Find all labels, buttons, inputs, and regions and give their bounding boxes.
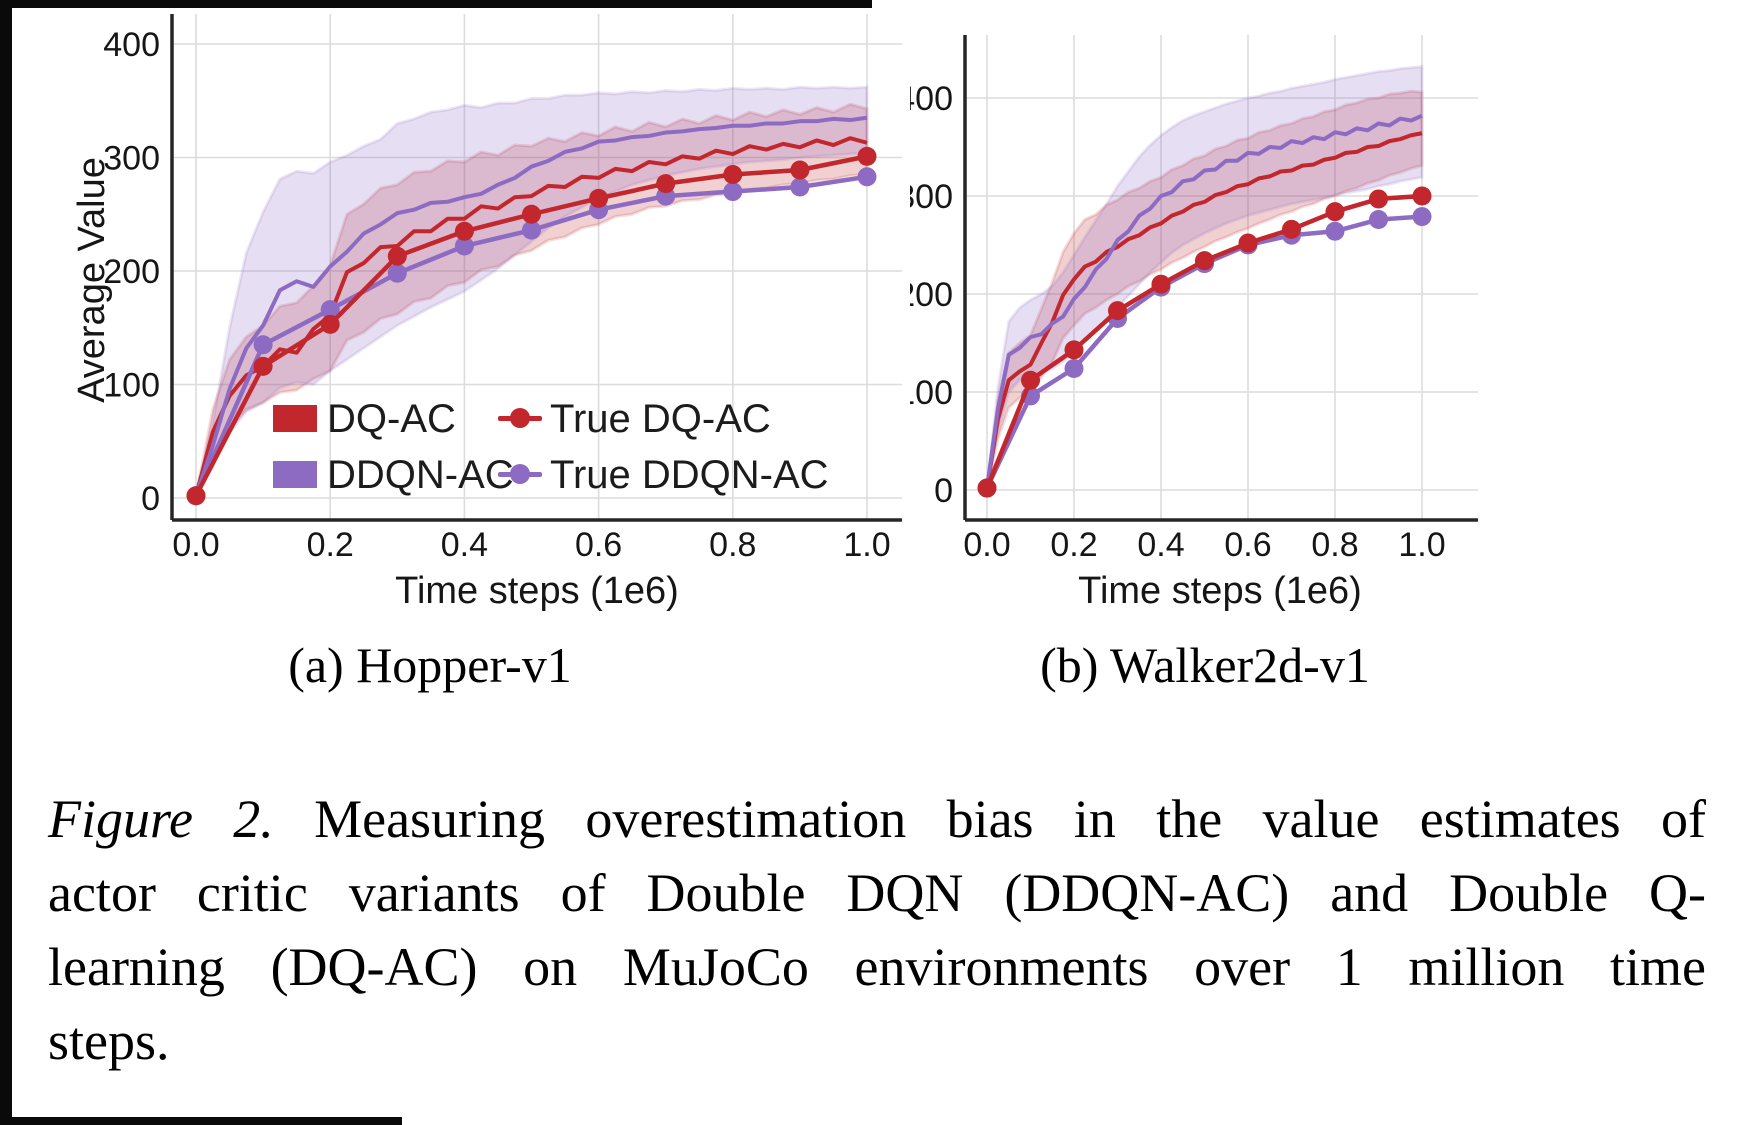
walker2d-chart-panel: 0 100 200 300 400 0.0 0.2 0.4 0.6 0.8 1.0 Time ste… (910, 8, 1510, 628)
y-axis-label: Average Value (71, 157, 113, 403)
hopper-plot-svg: 0 100 200 300 400 0.0 0.2 0.4 0.6 0.8 1.0 (103, 14, 902, 564)
subcaption-walker2d: (b) Walker2d-v1 (1040, 637, 1370, 693)
caption-text: Measuring overestimation bias in the val… (273, 789, 1706, 849)
subcaption-hopper: (a) Hopper-v1 (288, 637, 572, 693)
x-tick-label: 0.4 (441, 526, 488, 564)
window-edge-bottom (0, 1117, 402, 1125)
y-tick-label: 200 (103, 253, 160, 291)
tick-labels: 0 100 200 300 400 0.0 0.2 0.4 0.6 0.8 1.0 (103, 26, 890, 564)
caption-line: actor critic variants of Double DQN (DDQ… (48, 863, 1706, 923)
caption-line: learning (DQ-AC) on MuJoCo environments … (48, 937, 1706, 997)
dq-ac-band (985, 89, 1424, 489)
x-tick-label: 0.0 (963, 526, 1010, 564)
x-tick-label: 0.8 (709, 526, 756, 564)
x-axis-label: Time steps (1e6) (1078, 570, 1362, 612)
hopper-chart-panel: 0 100 200 300 400 0.0 0.2 0.4 0.6 0.8 1.0 Average … (12, 8, 910, 628)
walker2d-plot-svg: 0 100 200 300 400 0.0 0.2 0.4 0.6 0.8 1.0 (910, 35, 1478, 564)
x-tick-label: 0.8 (1311, 526, 1358, 564)
x-tick-label: 0.6 (575, 526, 622, 564)
window-edge-top (0, 0, 872, 8)
x-tick-label: 0.4 (1137, 526, 1184, 564)
ddqn-ac-band (194, 85, 869, 497)
gridlines (172, 14, 902, 520)
y-tick-label: 300 (910, 178, 953, 216)
y-tick-label: 300 (103, 140, 160, 178)
y-tick-label: 100 (103, 367, 160, 405)
y-tick-label: 200 (910, 276, 953, 314)
x-tick-label: 0.0 (172, 526, 219, 564)
caption-figure-number: Figure 2. (48, 789, 274, 849)
x-tick-label: 0.2 (307, 526, 354, 564)
y-tick-label: 400 (103, 26, 160, 64)
caption-line: steps. (48, 1011, 170, 1071)
caption-line: Figure 2. Measuring overestimation bias … (48, 782, 1706, 856)
y-tick-label: 0 (934, 472, 953, 510)
x-tick-label: 1.0 (843, 526, 890, 564)
figure-caption: Figure 2. Measuring overestimation bias … (48, 782, 1706, 1078)
true-dq-ac-markers (977, 186, 1432, 498)
dq-ac-line (985, 131, 1423, 489)
x-tick-label: 0.6 (1224, 526, 1271, 564)
y-tick-label: 0 (141, 480, 160, 518)
window-edge-left (0, 0, 12, 1125)
ddqn-ac-line (194, 115, 868, 497)
y-tick-label: 100 (910, 374, 953, 412)
x-tick-label: 1.0 (1398, 526, 1445, 564)
true-dq-ac-markers (186, 146, 877, 506)
x-axis-label: Time steps (1e6) (395, 570, 679, 612)
x-tick-label: 0.2 (1050, 526, 1097, 564)
ddqn-ac-line (985, 113, 1423, 489)
tick-labels: 0 100 200 300 400 0.0 0.2 0.4 0.6 0.8 1.0 (910, 80, 1446, 564)
y-tick-label: 400 (910, 80, 953, 118)
ddqn-ac-band (985, 64, 1424, 489)
gridlines (965, 35, 1478, 520)
